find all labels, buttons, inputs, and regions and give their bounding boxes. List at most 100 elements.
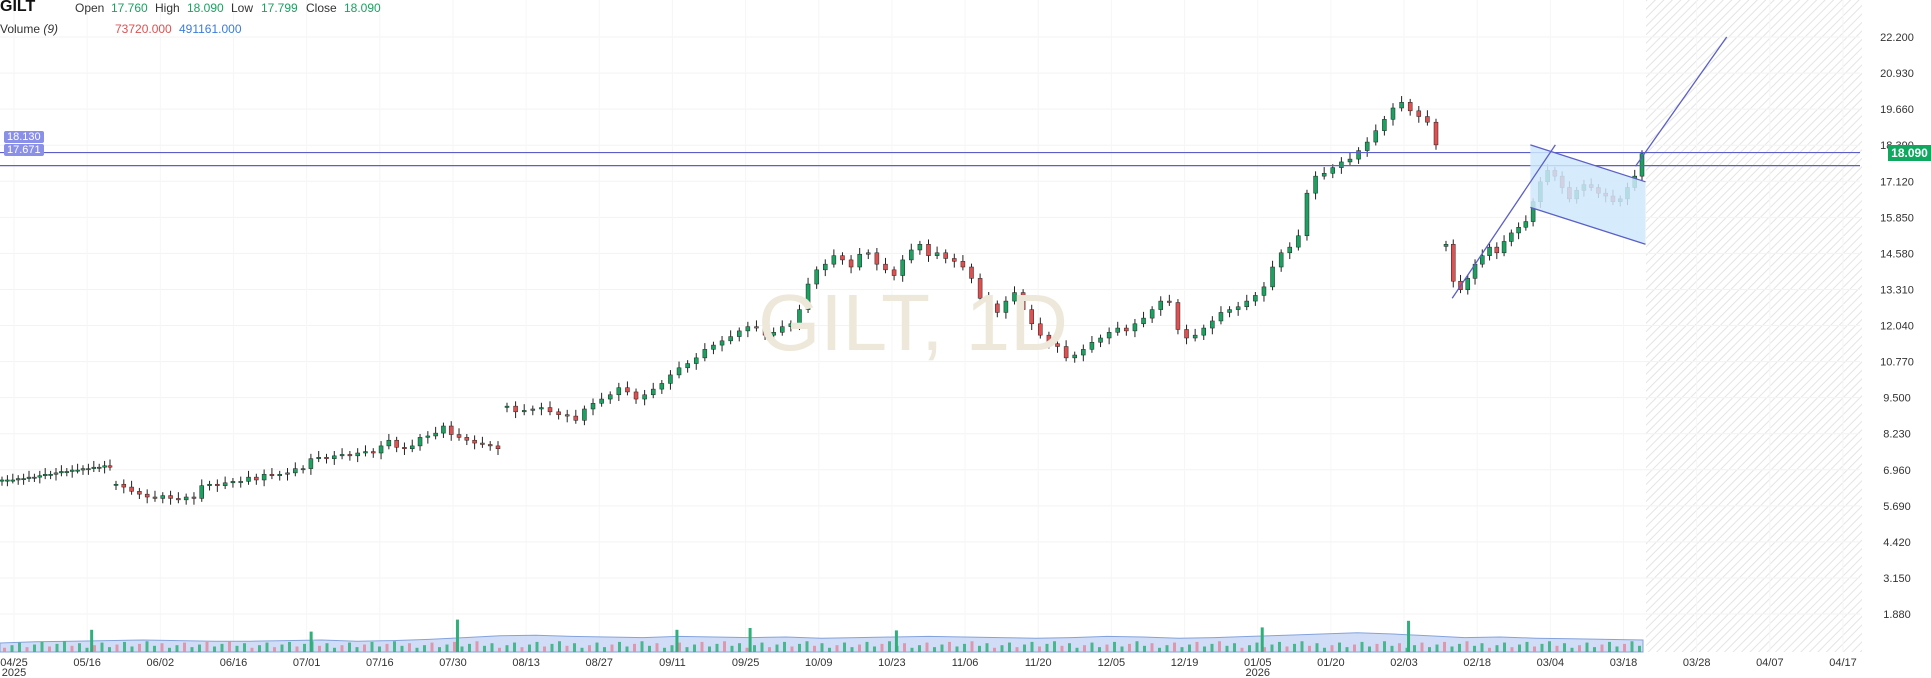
volume-bar xyxy=(168,647,171,652)
volume-bar xyxy=(843,642,846,652)
candle xyxy=(1158,296,1163,316)
candle-body xyxy=(547,407,553,413)
candle xyxy=(625,381,630,396)
x-tick-label: 04/07 xyxy=(1756,657,1784,669)
volume-bar xyxy=(243,643,246,652)
open-label: Open xyxy=(75,1,105,15)
candle xyxy=(1192,328,1198,342)
candle-body xyxy=(1038,323,1043,336)
candle xyxy=(1063,340,1069,362)
hline-tag-upper[interactable]: 18.130 xyxy=(4,131,44,143)
volume-bar xyxy=(1090,642,1094,652)
volume-spike xyxy=(675,629,679,652)
x-tick-label: 08/13 xyxy=(512,657,540,669)
parallel-channel-fill xyxy=(1530,144,1646,245)
trend-line-up xyxy=(1451,144,1556,299)
candle xyxy=(394,436,399,453)
volume-bar xyxy=(40,641,44,652)
candle xyxy=(728,330,733,345)
volume-bar xyxy=(565,645,569,652)
candle-body xyxy=(1494,246,1500,254)
candle xyxy=(69,465,75,478)
volume-bar xyxy=(925,642,929,652)
candle-body xyxy=(300,468,306,471)
y-tick-label: 12.040 xyxy=(1880,321,1914,333)
volume-bar xyxy=(550,643,554,652)
x-tick-label: 01/20 xyxy=(1317,657,1345,669)
candle xyxy=(59,465,64,477)
candle xyxy=(1287,242,1293,260)
volume-bar xyxy=(835,645,839,652)
candle-body xyxy=(1106,332,1112,339)
watermark: GILT, 1D xyxy=(758,278,1068,367)
candle-body xyxy=(378,445,384,454)
volume-bar xyxy=(1285,646,1289,652)
candle-body xyxy=(168,495,173,499)
candle-body xyxy=(1433,121,1439,146)
candle xyxy=(285,468,290,481)
low-value: 17.799 xyxy=(261,1,298,15)
x-tick-label: 11/06 xyxy=(952,657,979,669)
volume-bar xyxy=(978,645,981,652)
candle-body xyxy=(495,445,501,449)
candle xyxy=(1425,110,1430,126)
volume-pane xyxy=(0,619,1644,653)
candle-body xyxy=(277,474,282,476)
candle xyxy=(332,451,337,465)
candle xyxy=(831,249,837,268)
candle-body xyxy=(1089,342,1095,350)
candle-body xyxy=(711,344,716,350)
volume-bar xyxy=(1278,641,1281,652)
x-year-label: 2026 xyxy=(1245,667,1269,678)
candle xyxy=(934,246,940,260)
candle xyxy=(1244,294,1250,311)
y-tick-label: 14.580 xyxy=(1880,248,1914,260)
candle-body xyxy=(1253,295,1258,302)
volume-bar xyxy=(325,643,329,652)
volume-bar xyxy=(955,646,959,652)
candle-body xyxy=(96,466,102,469)
candle xyxy=(441,422,446,438)
candle xyxy=(456,428,462,441)
candle xyxy=(1201,324,1206,340)
x-tick-label: 01/05 xyxy=(1244,657,1272,669)
candle-body xyxy=(80,468,86,471)
candle xyxy=(762,324,768,340)
candle xyxy=(42,468,48,480)
volume-bar xyxy=(640,641,644,652)
candle xyxy=(745,321,751,338)
hline-tag-lower[interactable]: 17.671 xyxy=(4,144,44,156)
volume-bar xyxy=(745,647,749,652)
candle xyxy=(48,470,53,480)
candle-body xyxy=(10,479,16,482)
volume-bar xyxy=(1233,643,1236,652)
candle-body xyxy=(1192,334,1198,339)
candle xyxy=(1046,331,1052,349)
candle-body xyxy=(1098,337,1103,343)
candle xyxy=(702,343,708,362)
volume-bar xyxy=(1128,643,1131,652)
candle xyxy=(1081,344,1086,362)
candle-body xyxy=(425,435,431,438)
candle-body xyxy=(238,481,243,483)
volume-bar xyxy=(1480,643,1484,652)
candle xyxy=(1509,229,1514,247)
candle-body xyxy=(191,496,197,499)
volume-bar xyxy=(273,647,276,652)
candle-body xyxy=(269,474,275,476)
volume-bar xyxy=(423,645,426,652)
candle-body xyxy=(693,357,699,364)
candle-body xyxy=(199,485,205,499)
volume-spike xyxy=(748,628,752,652)
volume-bar xyxy=(588,645,591,652)
candle-body xyxy=(308,458,314,469)
last-price-badge: 18.090 xyxy=(1888,145,1931,161)
candle xyxy=(668,370,673,390)
candle xyxy=(191,492,197,505)
volume-bar xyxy=(1585,642,1589,652)
candle-body xyxy=(53,472,59,475)
candle xyxy=(1167,294,1172,306)
y-tick-label: 17.120 xyxy=(1880,176,1914,188)
volume-bar xyxy=(910,647,914,652)
